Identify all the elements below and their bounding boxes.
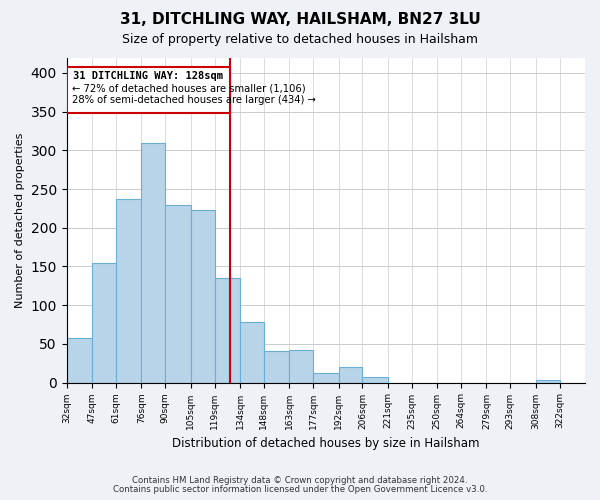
Bar — [264, 351, 289, 382]
Bar — [536, 380, 560, 382]
Bar — [289, 350, 313, 382]
Text: Contains HM Land Registry data © Crown copyright and database right 2024.: Contains HM Land Registry data © Crown c… — [132, 476, 468, 485]
Bar — [92, 264, 116, 382]
Text: 31, DITCHLING WAY, HAILSHAM, BN27 3LU: 31, DITCHLING WAY, HAILSHAM, BN27 3LU — [119, 12, 481, 28]
Bar — [165, 204, 191, 382]
X-axis label: Distribution of detached houses by size in Hailsham: Distribution of detached houses by size … — [172, 437, 479, 450]
Text: 31 DITCHLING WAY: 128sqm: 31 DITCHLING WAY: 128sqm — [73, 72, 223, 82]
FancyBboxPatch shape — [67, 67, 230, 113]
Text: 28% of semi-detached houses are larger (434) →: 28% of semi-detached houses are larger (… — [72, 96, 316, 106]
Bar — [215, 278, 240, 382]
Bar — [142, 142, 165, 382]
Bar — [338, 367, 362, 382]
Bar — [362, 377, 388, 382]
Y-axis label: Number of detached properties: Number of detached properties — [15, 132, 25, 308]
Bar — [67, 338, 92, 382]
Text: Contains public sector information licensed under the Open Government Licence v3: Contains public sector information licen… — [113, 484, 487, 494]
Bar — [116, 199, 142, 382]
Bar — [240, 322, 264, 382]
Text: Size of property relative to detached houses in Hailsham: Size of property relative to detached ho… — [122, 32, 478, 46]
Bar — [191, 210, 215, 382]
Text: ← 72% of detached houses are smaller (1,106): ← 72% of detached houses are smaller (1,… — [72, 84, 305, 94]
Bar — [313, 372, 338, 382]
